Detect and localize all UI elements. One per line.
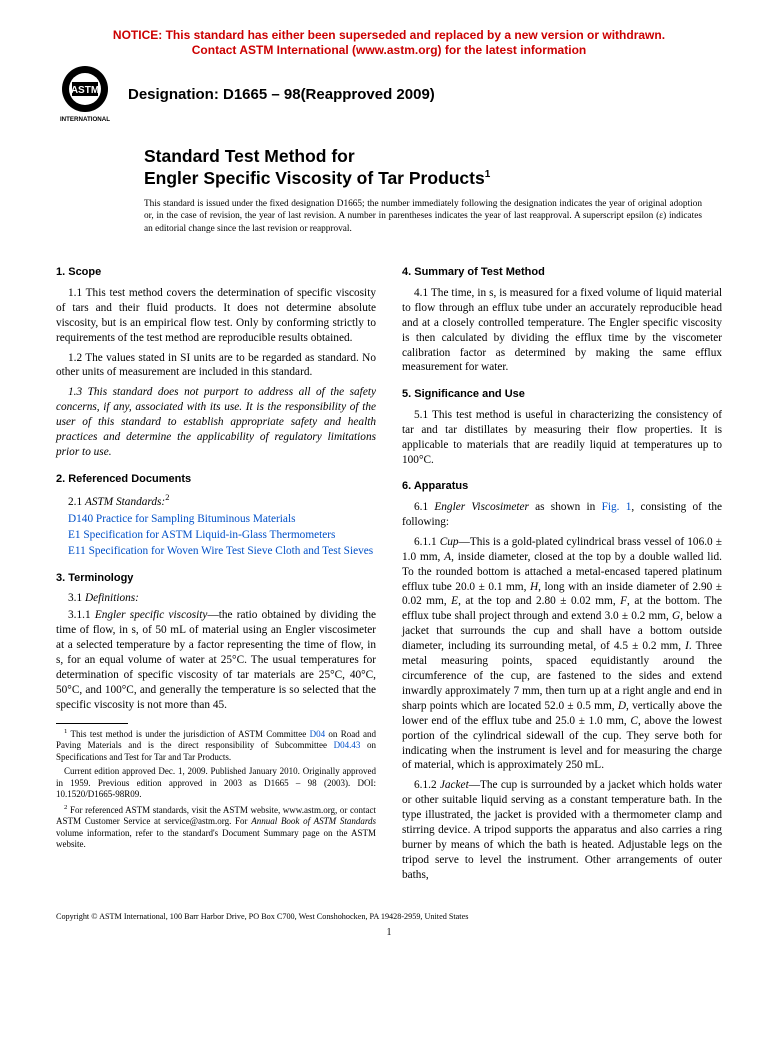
para-6-1-2: 6.1.2 Jacket—The cup is surrounded by a …	[402, 778, 722, 882]
notice-banner: NOTICE: This standard has either been su…	[56, 28, 722, 58]
title-line1: Standard Test Method for	[144, 146, 355, 166]
link-d04[interactable]: D04	[310, 729, 326, 739]
footnote-1a: 1 This test method is under the jurisdic…	[56, 728, 376, 764]
para-3-1: 3.1 Definitions:	[56, 591, 376, 606]
notice-line1: NOTICE: This standard has either been su…	[113, 28, 665, 42]
footnote-1b: Current edition approved Dec. 1, 2009. P…	[56, 766, 376, 801]
p31-ital: Definitions:	[85, 592, 139, 604]
para-3-1-1: 3.1.1 Engler specific viscosity—the rati…	[56, 608, 376, 712]
issuance-note: This standard is issued under the fixed …	[144, 198, 702, 236]
title-line2: Engler Specific Viscosity of Tar Product…	[144, 168, 485, 188]
p311-body: —the ratio obtained by dividing the time…	[56, 609, 376, 710]
p21-ital: ASTM Standards:	[85, 496, 165, 508]
para-6-1-1: 6.1.1 Cup—This is a gold-plated cylindri…	[402, 535, 722, 774]
link-d04-43[interactable]: D04.43	[334, 740, 361, 750]
p311-term: Engler specific viscosity	[95, 609, 208, 621]
page-number: 1	[56, 927, 722, 938]
svg-text:ASTM: ASTM	[71, 85, 99, 96]
ref-e1[interactable]: E1 Specification for ASTM Liquid-in-Glas…	[68, 528, 376, 543]
document-title: Standard Test Method for Engler Specific…	[144, 146, 722, 190]
sec6-head: 6. Apparatus	[402, 479, 722, 494]
designation-text: Designation: D1665 – 98(Reapproved 2009)	[128, 86, 435, 103]
body-columns: 1. Scope 1.1 This test method covers the…	[56, 253, 722, 887]
link-fig1[interactable]: Fig. 1	[602, 501, 632, 513]
title-footnote-sup: 1	[485, 169, 491, 180]
copyright-line: Copyright © ASTM International, 100 Barr…	[56, 912, 722, 921]
footnote-rule	[56, 723, 128, 724]
sec1-head: 1. Scope	[56, 265, 376, 280]
ref-d140[interactable]: D140 Practice for Sampling Bituminous Ma…	[68, 512, 376, 527]
footnotes: 1 This test method is under the jurisdic…	[56, 728, 376, 851]
sec3-head: 3. Terminology	[56, 571, 376, 586]
footnote-2: 2 For referenced ASTM standards, visit t…	[56, 804, 376, 851]
sec4-head: 4. Summary of Test Method	[402, 265, 722, 280]
para-1-2: 1.2 The values stated in SI units are to…	[56, 351, 376, 381]
p31-lead: 3.1	[68, 592, 85, 604]
right-column: 4. Summary of Test Method 4.1 The time, …	[402, 253, 722, 887]
p311-lead: 3.1.1	[68, 609, 95, 621]
svg-text:INTERNATIONAL: INTERNATIONAL	[60, 116, 110, 123]
left-column: 1. Scope 1.1 This test method covers the…	[56, 253, 376, 887]
ref-e11[interactable]: E11 Specification for Woven Wire Test Si…	[68, 544, 376, 559]
p21-lead: 2.1	[68, 496, 85, 508]
notice-line2: Contact ASTM International (www.astm.org…	[192, 43, 586, 57]
designation-row: ASTM INTERNATIONAL Designation: D1665 – …	[56, 64, 722, 124]
para-4-1: 4.1 The time, in s, is measured for a fi…	[402, 286, 722, 375]
para-5-1: 5.1 This test method is useful in charac…	[402, 408, 722, 468]
sec2-head: 2. Referenced Documents	[56, 472, 376, 487]
astm-logo: ASTM INTERNATIONAL	[56, 64, 114, 124]
reference-list: D140 Practice for Sampling Bituminous Ma…	[68, 512, 376, 559]
para-6-1: 6.1 Engler Viscosimeter as shown in Fig.…	[402, 500, 722, 530]
para-1-3: 1.3 This standard does not purport to ad…	[56, 385, 376, 460]
para-1-1: 1.1 This test method covers the determin…	[56, 286, 376, 346]
para-2-1: 2.1 ASTM Standards:2	[56, 492, 376, 510]
sec5-head: 5. Significance and Use	[402, 387, 722, 402]
p21-sup: 2	[165, 492, 169, 502]
